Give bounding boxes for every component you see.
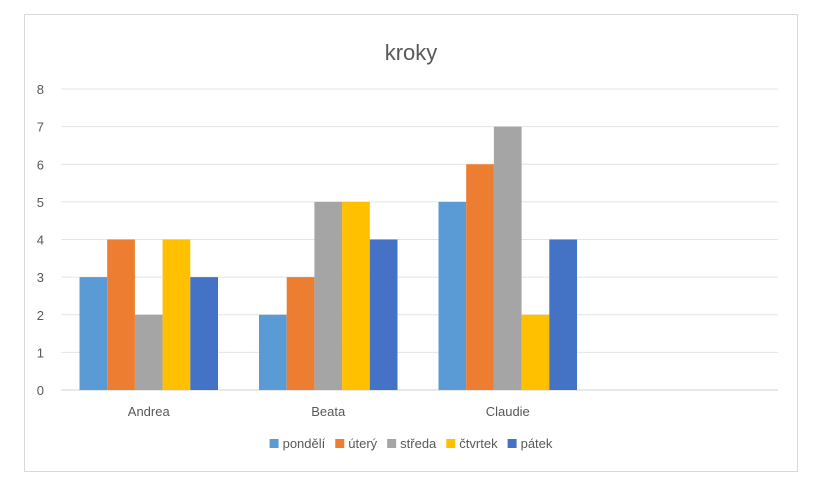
legend-swatch: [387, 439, 397, 448]
bar-pátek-Claudie: [549, 239, 577, 390]
legend-swatch: [446, 439, 456, 448]
y-tick-label: 7: [37, 120, 44, 135]
chart-area: [24, 14, 798, 472]
y-tick-label: 8: [37, 82, 44, 97]
legend-label: čtvrtek: [459, 436, 498, 451]
legend-item: pondělí: [269, 436, 326, 451]
legend-item: čtvrtek: [446, 436, 498, 451]
bars: [79, 126, 577, 390]
y-tick-label: 0: [37, 383, 44, 398]
bar-čtvrtek-Claudie: [521, 314, 550, 390]
y-tick-label: 2: [37, 308, 44, 323]
y-tick-label: 1: [37, 345, 44, 360]
y-tick-label: 6: [37, 157, 44, 172]
legend-label: středa: [400, 436, 437, 451]
bar-středa-Andrea: [134, 314, 163, 390]
x-category-label: Andrea: [128, 404, 171, 419]
legend: pondělí úterý středa čtvrtek pátek: [269, 436, 553, 451]
y-axis-ticks: 0 1 2 3 4 5 6 7 8: [37, 82, 44, 398]
legend-item: pátek: [507, 436, 553, 451]
y-tick-label: 3: [37, 270, 44, 285]
x-category-label: Beata: [311, 404, 346, 419]
y-tick-label: 5: [37, 195, 44, 210]
bar-úterý-Andrea: [107, 239, 135, 390]
bar-pondělí-Claudie: [438, 201, 467, 390]
legend-swatch: [507, 439, 517, 448]
legend-item: úterý: [335, 436, 378, 451]
bar-úterý-Beata: [286, 277, 315, 390]
bar-úterý-Claudie: [466, 164, 494, 390]
bar-čtvrtek-Beata: [342, 201, 370, 390]
legend-swatch: [335, 439, 345, 448]
y-tick-label: 4: [37, 233, 44, 248]
bar-pondělí-Beata: [259, 314, 287, 390]
legend-label: pátek: [521, 436, 553, 451]
x-axis-categories: Andrea Beata Claudie: [128, 404, 530, 419]
legend-label: pondělí: [283, 436, 326, 451]
x-category-label: Claudie: [486, 404, 530, 419]
bar-středa-Beata: [314, 201, 343, 390]
bar-středa-Claudie: [493, 126, 522, 390]
chart-title: kroky: [385, 40, 438, 65]
legend-swatch: [269, 439, 279, 448]
legend-label: úterý: [348, 436, 377, 451]
bar-pondělí-Andrea: [79, 277, 108, 390]
legend-item: středa: [387, 436, 437, 451]
bar-pátek-Andrea: [190, 277, 218, 390]
bar-čtvrtek-Andrea: [162, 239, 191, 390]
bar-pátek-Beata: [369, 239, 398, 390]
